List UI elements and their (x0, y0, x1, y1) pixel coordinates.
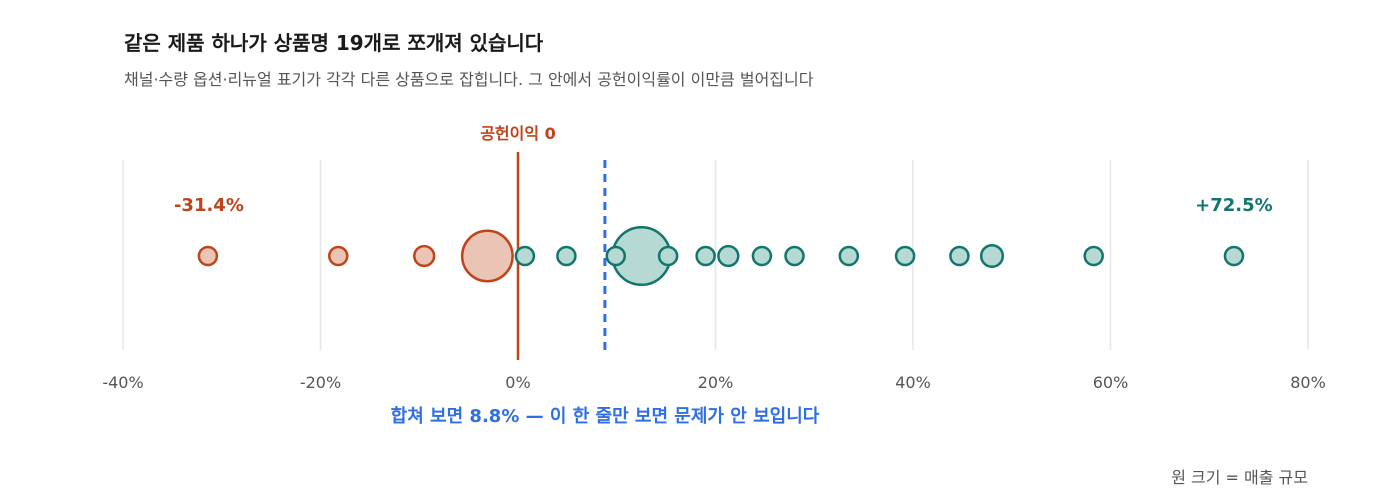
x-tick-label: 20% (698, 373, 734, 392)
data-point (460, 229, 514, 283)
data-point (717, 244, 740, 268)
x-tick-label: 80% (1290, 373, 1326, 392)
size-legend-note: 원 크기 = 매출 규모 (1171, 468, 1308, 487)
data-point (605, 245, 627, 267)
data-point (1223, 245, 1245, 267)
aggregate-label: 합쳐 보면 8.8% — 이 한 줄만 보면 문제가 안 보입니다 (391, 405, 820, 427)
data-point (894, 245, 916, 267)
x-tick-label: 40% (895, 373, 931, 392)
data-point (657, 245, 679, 267)
data-point (695, 245, 716, 267)
grid-lines (122, 160, 1309, 350)
data-point (979, 243, 1005, 269)
chart-subtitle: 채널·수량 옵션·리뉴얼 표기가 각각 다른 상품으로 잡힙니다. 그 안에서 … (124, 70, 814, 89)
data-point (838, 245, 860, 267)
data-point (514, 245, 536, 267)
x-tick-label: 60% (1093, 373, 1129, 392)
data-point (1083, 245, 1104, 267)
data-point (556, 245, 577, 267)
zero-line-label: 공헌이익 0 (480, 124, 556, 143)
data-point (784, 245, 805, 267)
x-tick-label: 0% (505, 373, 530, 392)
data-point (413, 244, 436, 268)
max-value-label: +72.5% (1195, 195, 1273, 216)
data-point (328, 245, 349, 267)
data-point (751, 245, 773, 267)
data-points (197, 225, 1245, 287)
x-axis-ticks: -40% -20% 0% 20% 40% 60% 80% (102, 373, 1325, 392)
min-value-label: -31.4% (174, 195, 244, 216)
chart-title: 같은 제품 하나가 상품명 19개로 쪼개져 있습니다 (124, 31, 544, 55)
data-point (197, 245, 219, 267)
data-point (949, 245, 970, 267)
x-tick-label: -40% (102, 373, 143, 392)
x-tick-label: -20% (300, 373, 341, 392)
